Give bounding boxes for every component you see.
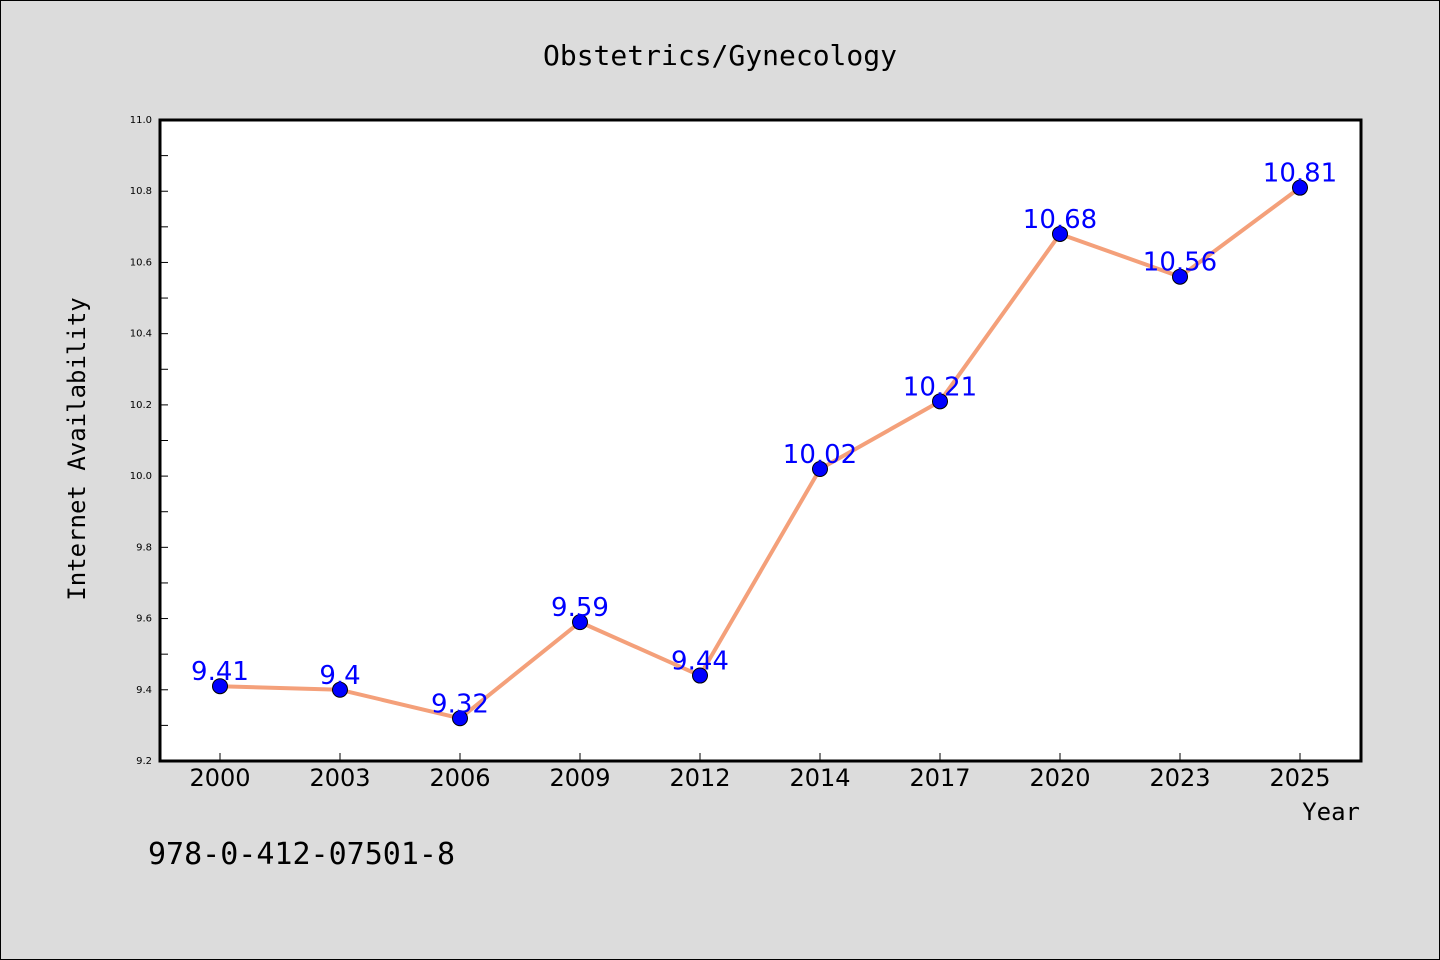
x-axis-label: Year <box>1302 798 1360 826</box>
series-line <box>219 186 1302 721</box>
y-tick-label: 9.6 <box>136 614 152 625</box>
data-label: 9.4 <box>319 661 360 691</box>
data-point <box>572 614 588 631</box>
x-tick-label: 2012 <box>669 764 730 792</box>
x-axis: 2000 2003 2006 2009 2012 2014 2017 2020 2023 2025 <box>189 753 1331 792</box>
data-label: 10.56 <box>1143 248 1217 278</box>
y-axis: 9.2 9.4 9.6 9.8 10.0 10.2 10.4 10.6 10.8 11.0 <box>130 115 168 767</box>
data-label: 10.21 <box>903 372 977 402</box>
data-label: 9.44 <box>671 647 729 677</box>
x-tick-label: 2003 <box>309 764 370 792</box>
x-tick-label: 2020 <box>1029 764 1090 792</box>
x-tick-label: 2000 <box>189 764 250 792</box>
series-markers <box>212 179 1308 727</box>
y-axis-label: Internet Availability <box>63 297 91 600</box>
data-point <box>1052 225 1068 242</box>
data-point <box>1292 179 1308 196</box>
x-tick-label: 2017 <box>909 764 970 792</box>
data-point <box>812 460 828 477</box>
y-tick-label: 10.6 <box>130 257 152 268</box>
y-tick-label: 9.4 <box>136 685 152 696</box>
data-label: 10.81 <box>1263 159 1337 189</box>
data-point <box>332 681 348 698</box>
x-tick-label: 2014 <box>789 764 850 792</box>
data-label: 10.68 <box>1023 205 1097 235</box>
y-tick-label: 9.8 <box>136 542 152 553</box>
data-label: 10.02 <box>783 440 857 470</box>
data-point <box>452 710 468 727</box>
data-point <box>212 678 228 695</box>
data-label: 9.32 <box>431 689 489 719</box>
footer-code: 978-0-412-07501-8 <box>148 837 455 872</box>
data-point <box>932 393 948 410</box>
chart-title: Obstetrics/Gynecology <box>543 39 897 72</box>
y-tick-label: 11.0 <box>130 115 152 126</box>
data-label: 9.41 <box>191 657 249 687</box>
data-labels: 9.41 9.4 9.32 9.59 9.44 10.02 10.21 10.68 10.56 1… <box>191 159 1337 720</box>
data-point <box>1172 268 1188 285</box>
y-tick-label: 10.8 <box>130 186 152 197</box>
x-tick-label: 2025 <box>1269 764 1330 792</box>
y-tick-label: 10.0 <box>130 471 152 482</box>
x-tick-label: 2006 <box>429 764 490 792</box>
y-tick-label: 9.2 <box>136 756 152 767</box>
data-label: 9.59 <box>551 593 609 623</box>
data-point <box>692 667 708 684</box>
x-tick-label: 2009 <box>549 764 610 792</box>
x-tick-label: 2023 <box>1149 764 1210 792</box>
y-tick-label: 10.2 <box>130 400 152 411</box>
y-tick-label: 10.4 <box>130 329 152 340</box>
plot-area <box>158 118 1363 763</box>
